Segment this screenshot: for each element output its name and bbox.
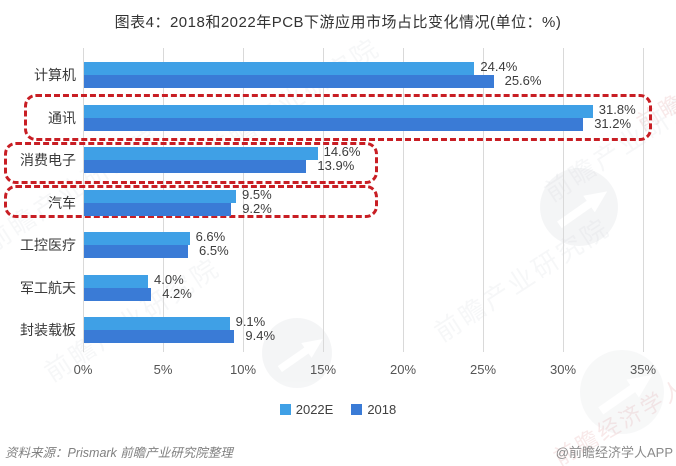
- gridline: [403, 48, 404, 352]
- forward-logo-watermark-icon: [540, 168, 618, 246]
- bar-2018-计算机: [84, 75, 494, 88]
- bar-2022e-计算机: [84, 62, 475, 75]
- x-axis-tick: 30%: [549, 362, 577, 377]
- highlight-box-通讯: [24, 94, 652, 141]
- legend-label: 2018: [367, 402, 397, 417]
- gridline: [83, 48, 84, 352]
- legend: 2022E 2018: [0, 402, 676, 417]
- gridline: [643, 48, 644, 352]
- value-label-2018: 6.5%: [199, 243, 229, 258]
- category-label: 工控医疗: [20, 237, 76, 253]
- value-label-2018: 13.9%: [317, 158, 355, 173]
- value-label-2022e: 6.6%: [195, 229, 226, 244]
- gridline: [323, 48, 324, 352]
- bar-2022e-汽车: [84, 189, 236, 203]
- x-axis-tick: 20%: [389, 362, 417, 377]
- gridline: [243, 48, 244, 352]
- bar-2022e-通讯: [84, 104, 593, 118]
- value-label-2022e: 31.8%: [598, 101, 636, 117]
- value-label-2018: 9.4%: [245, 328, 276, 343]
- legend-item-2022e: 2022E: [279, 402, 334, 417]
- source-note: 资料来源：Prismark 前瞻产业研究院整理: [5, 446, 233, 460]
- value-label-2018: 25.6%: [504, 73, 542, 88]
- legend-label: 2022E: [295, 402, 334, 417]
- x-axis-tick: 25%: [469, 362, 497, 377]
- value-label-2022e: 4.0%: [154, 271, 184, 287]
- category-label: 汽车: [48, 194, 76, 211]
- gridline: [563, 48, 564, 352]
- highlight-box-消费电子: [4, 142, 378, 184]
- x-axis-tick: 10%: [229, 362, 257, 377]
- bar-2022e-消费电子: [84, 147, 318, 160]
- category-label: 封装载板: [20, 322, 76, 338]
- category-label: 军工航天: [20, 279, 76, 296]
- value-label-2022e: 24.4%: [480, 59, 518, 74]
- value-label-2018: 4.2%: [162, 285, 192, 301]
- x-axis-tick: 35%: [629, 362, 657, 377]
- value-label-2022e: 14.6%: [323, 144, 361, 159]
- bar-2022e-军工航天: [84, 274, 148, 288]
- bar-2022e-工控医疗: [84, 232, 190, 245]
- bar-2018-消费电子: [84, 160, 307, 173]
- category-label: 通讯: [48, 109, 76, 126]
- legend-swatch-icon: [279, 404, 291, 415]
- gridline: [483, 48, 484, 352]
- watermark-text: 前瞻产业研究院: [429, 211, 616, 348]
- chart-title: 图表4：2018和2022年PCB下游应用市场占比变化情况(单位：%): [114, 14, 562, 31]
- bar-2022e-封装载板: [84, 317, 230, 330]
- value-label-2022e: 9.1%: [235, 314, 266, 329]
- x-axis-tick: 5%: [153, 362, 173, 377]
- x-axis-tick: 15%: [309, 362, 337, 377]
- value-label-2022e: 9.5%: [242, 186, 272, 202]
- highlight-box-汽车: [4, 185, 378, 218]
- bar-2018-封装载板: [84, 330, 235, 343]
- bar-2018-军工航天: [84, 287, 152, 301]
- value-label-2018: 9.2%: [242, 200, 272, 216]
- x-axis-tick: 0%: [73, 362, 93, 377]
- bar-2018-汽车: [84, 202, 232, 216]
- value-label-2018: 31.2%: [594, 115, 632, 131]
- legend-swatch-icon: [351, 404, 363, 415]
- category-label: 计算机: [34, 67, 76, 83]
- legend-item-2018: 2018: [351, 402, 396, 417]
- bar-2018-通讯: [84, 117, 584, 131]
- brand-credit: @前瞻经济学人APP: [555, 445, 673, 460]
- category-label: 消费电子: [20, 152, 76, 168]
- bar-2018-工控医疗: [84, 245, 188, 258]
